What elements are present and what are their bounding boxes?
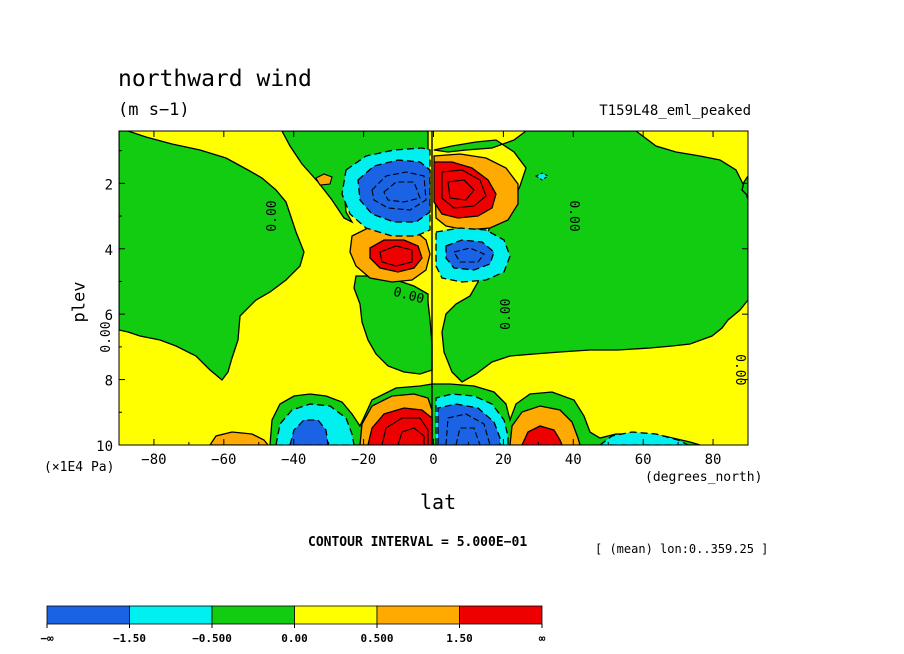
svg-text:0.00: 0.00 (499, 299, 514, 330)
chart-title: northward wind (118, 66, 312, 92)
y-tick-label: 2 (105, 177, 113, 193)
contour-label: 0.00 (566, 200, 581, 231)
contour-label: 0.00 (499, 299, 514, 330)
y-tick-label: 4 (105, 243, 113, 259)
x-tick-label: 60 (635, 452, 652, 468)
averaging-label: [ (mean) lon:0..359.25 ] (595, 542, 769, 556)
x-tick-label: 80 (705, 452, 722, 468)
cyan-region-nh-surface (598, 431, 689, 445)
x-axis-label: lat (420, 490, 457, 514)
svg-text:0.00: 0.00 (566, 200, 581, 231)
red-region-nh-lower-max (521, 425, 563, 445)
colorbar-label: 1.50 (446, 632, 473, 645)
svg-text:0.00: 0.00 (265, 200, 280, 231)
colorbar-swatch (129, 605, 213, 625)
y-tick-label: 6 (105, 308, 113, 324)
x-tick-label: −40 (281, 452, 306, 468)
colorbar-swatch (46, 605, 130, 625)
x-tick-label: 0 (429, 452, 437, 468)
x-axis-units: (degrees_north) (645, 470, 763, 485)
x-tick-label: −60 (211, 452, 236, 468)
blue-region-nh-lower-min (437, 403, 501, 445)
colorbar-label: −1.50 (113, 632, 146, 645)
y-tick-label: 8 (105, 374, 113, 390)
colorbar: −∞ −1.50 −0.500 0.00 0.500 1.50 ∞ (40, 605, 546, 645)
contour-label: 0.00 (99, 321, 114, 352)
orange-region-sh-surface (209, 431, 269, 445)
y-axis-units: (×1E4 Pa) (44, 460, 115, 475)
x-tick-label: 20 (495, 452, 512, 468)
x-tick-label: 40 (565, 452, 582, 468)
colorbar-label: 0.00 (281, 632, 308, 645)
cyan-region-small-nh (535, 172, 549, 181)
y-tick-label: 10 (96, 439, 113, 455)
svg-text:0.00: 0.00 (732, 354, 747, 385)
blue-region-sh-lower-min (289, 419, 329, 445)
svg-text:0.00: 0.00 (99, 321, 114, 352)
colorbar-label: −0.500 (192, 632, 232, 645)
colorbar-swatch (294, 605, 378, 625)
colorbar-swatch (459, 605, 543, 625)
contour-lines-extra (371, 169, 491, 445)
x-tick-label: −20 (351, 452, 376, 468)
green-region-sh-upper (119, 131, 305, 381)
x-axis: −80 −60 −40 −20 0 20 40 60 80 (118, 131, 749, 468)
y-axis: 2 4 6 8 10 (96, 150, 748, 455)
colorbar-label: −∞ (40, 632, 54, 645)
red-region-sh-mid-max (369, 239, 423, 273)
contour-label: 0.00 (265, 200, 280, 231)
blue-region-sh-upper-min (357, 159, 431, 223)
chart-units: (m s−1) (118, 100, 190, 120)
contour-label: 0.00 (732, 354, 747, 385)
colorbar-swatch (376, 605, 460, 625)
experiment-name: T159L48_eml_peaked (599, 103, 751, 119)
blue-region-nh-mid-min (445, 239, 495, 271)
contour-interval-label: CONTOUR INTERVAL = 5.000E−01 (308, 535, 528, 550)
contour-field (119, 131, 748, 445)
colorbar-label: ∞ (539, 632, 546, 645)
contour-labels: 0.000.000.000.000.000.00 (99, 200, 747, 385)
colorbar-swatch (211, 605, 295, 625)
orange-region-small-sh (315, 173, 333, 186)
colorbar-label: 0.500 (360, 632, 393, 645)
green-region-center-mid (353, 275, 433, 375)
x-tick-label: −80 (141, 452, 166, 468)
green-region-nh-edge (741, 174, 748, 197)
